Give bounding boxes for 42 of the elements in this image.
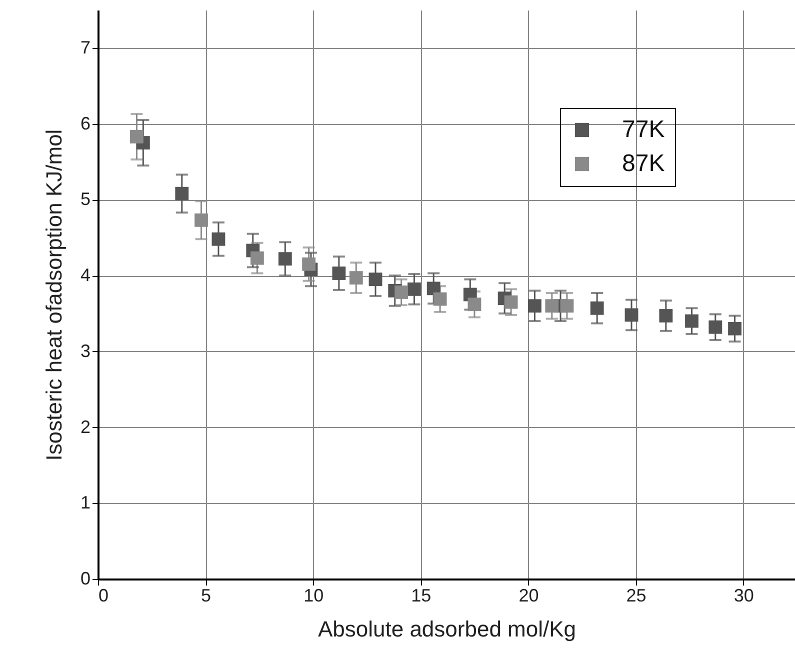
point (659, 309, 673, 322)
point (504, 295, 518, 309)
y-tick-label: 2 (80, 416, 90, 437)
point (278, 252, 292, 266)
point (426, 282, 440, 296)
x-tick-label: 20 (518, 586, 539, 606)
x-tick-label: 25 (626, 586, 646, 606)
point (528, 299, 542, 313)
y-tick-label: 5 (80, 189, 90, 210)
point (212, 232, 226, 246)
point (624, 308, 638, 322)
point (433, 292, 447, 306)
point (302, 257, 316, 271)
y-tick-label: 0 (80, 568, 90, 588)
y-tick-label: 4 (80, 265, 90, 286)
point (590, 301, 604, 315)
x-tick-label: 5 (201, 586, 212, 606)
point (728, 322, 742, 336)
point (368, 272, 382, 286)
y-tick-label: 1 (80, 492, 90, 513)
point (408, 282, 421, 296)
legend-label: 87K (622, 150, 665, 177)
point (685, 314, 698, 328)
point (708, 320, 722, 334)
point (194, 213, 208, 227)
point (349, 271, 363, 285)
point (130, 130, 144, 144)
point (394, 286, 408, 299)
y-tick-label: 7 (80, 37, 90, 58)
y-axis-title: Isosteric heat ofadsorption KJ/mol (41, 129, 66, 461)
point (250, 251, 264, 265)
y-tick-label: 6 (80, 113, 90, 134)
point (332, 266, 346, 280)
x-axis-title: Absolute adsorbed mol/Kg (318, 616, 576, 642)
legend-label: 77K (622, 116, 665, 143)
x-tick-label: 0 (98, 586, 109, 606)
x-tick-label: 10 (304, 586, 324, 606)
y-tick-label: 3 (80, 340, 90, 361)
x-tick-label: 15 (411, 586, 432, 606)
point (175, 186, 189, 200)
x-tick-label: 30 (734, 586, 754, 606)
point (468, 298, 482, 312)
